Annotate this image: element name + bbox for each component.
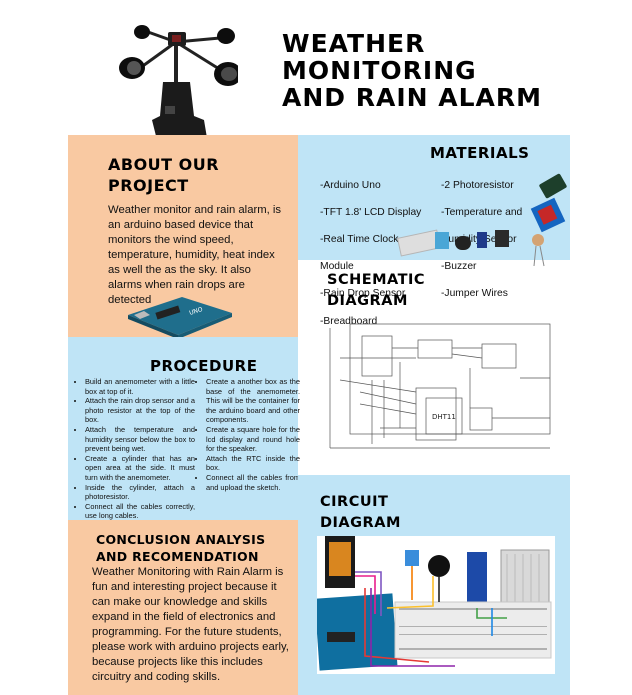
circuit-heading: CIRCUIT DIAGRAM <box>320 494 401 531</box>
procedure-list-2: Create a another box as the base of the … <box>197 377 300 492</box>
procedure-heading: PROCEDURE <box>150 357 258 375</box>
svg-text:UNO: UNO <box>188 306 203 317</box>
about-text: Weather monitor and rain alarm, is an ar… <box>108 204 282 306</box>
procedure-panel <box>68 337 298 520</box>
materials-heading: MATERIALS <box>430 144 530 162</box>
procedure-list-1: Build an anemometer with a little box at… <box>76 377 195 521</box>
schematic-heading: SCHEMATIC DIAGRAM <box>327 272 426 309</box>
materials-components-image <box>396 173 567 267</box>
materials-list-1: -Arduino Uno -TFT 1.8' LCD Display -Real… <box>320 179 422 327</box>
schematic-chip-label: DHT11 <box>432 413 456 421</box>
anemometer-image <box>119 25 238 144</box>
arduino-board-image: UNO <box>128 297 232 339</box>
page-title: WEATHER MONITORING AND RAIN ALARM <box>282 29 543 112</box>
about-heading: ABOUT OUR PROJECT <box>108 155 220 195</box>
conclusion-text: Weather Monitoring with Rain Alarm is fu… <box>92 566 289 683</box>
conclusion-heading: CONCLUSION ANALYSIS AND RECOMENDATION <box>96 532 266 564</box>
schematic-diagram: DHT11 <box>329 323 551 449</box>
circuit-diagram <box>317 536 555 674</box>
conclusion-panel <box>68 520 298 695</box>
